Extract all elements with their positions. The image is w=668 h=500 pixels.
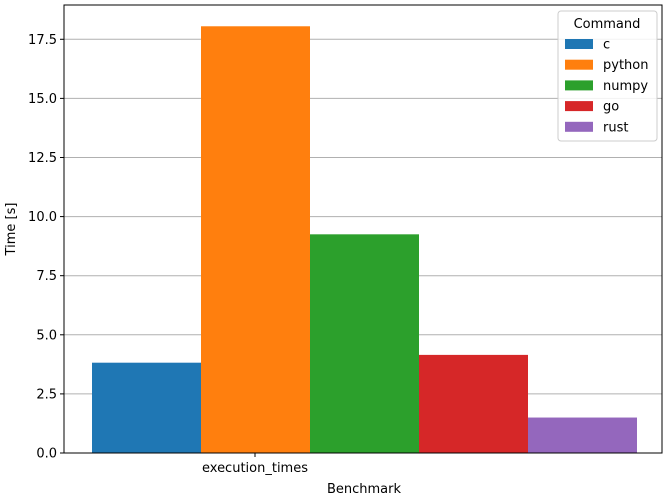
- y-tick-label: 15.0: [28, 92, 57, 107]
- bar-python: [201, 26, 310, 454]
- bars: [92, 26, 637, 454]
- y-tick-label: 10.0: [28, 210, 57, 225]
- y-axis-label: Time [s]: [4, 203, 19, 257]
- bar-go: [419, 354, 528, 453]
- x-axis-ticks: execution_times: [202, 453, 308, 476]
- legend: Command c python numpy go rust: [557, 10, 658, 142]
- y-tick-label: 0.0: [36, 447, 57, 462]
- legend-label-c: c: [603, 38, 610, 53]
- x-tick-label: execution_times: [202, 461, 308, 476]
- legend-label-numpy: numpy: [603, 79, 648, 94]
- bar-c: [92, 362, 201, 453]
- y-tick-label: 7.5: [36, 269, 57, 284]
- legend-title: Command: [574, 17, 641, 32]
- legend-label-python: python: [603, 58, 648, 73]
- bar-numpy: [310, 234, 419, 453]
- legend-label-rust: rust: [603, 120, 628, 135]
- legend-swatch-python: [565, 59, 593, 70]
- x-axis-label: Benchmark: [327, 482, 402, 497]
- y-tick-label: 5.0: [36, 328, 57, 343]
- bar-rust: [528, 417, 637, 453]
- plot-frame: [63, 4, 663, 454]
- legend-swatch-rust: [565, 121, 593, 132]
- legend-swatch-c: [565, 39, 593, 49]
- legend-swatch-numpy: [565, 80, 593, 91]
- legend-label-go: go: [603, 100, 619, 115]
- y-tick-label: 2.5: [36, 387, 57, 402]
- y-tick-label: 12.5: [28, 151, 57, 166]
- y-tick-label: 17.5: [28, 33, 57, 48]
- y-axis-ticks: 0.0 2.5 5.0 7.5 10.0 12.5 15.0 17.5: [28, 33, 64, 462]
- legend-swatch-go: [565, 101, 593, 112]
